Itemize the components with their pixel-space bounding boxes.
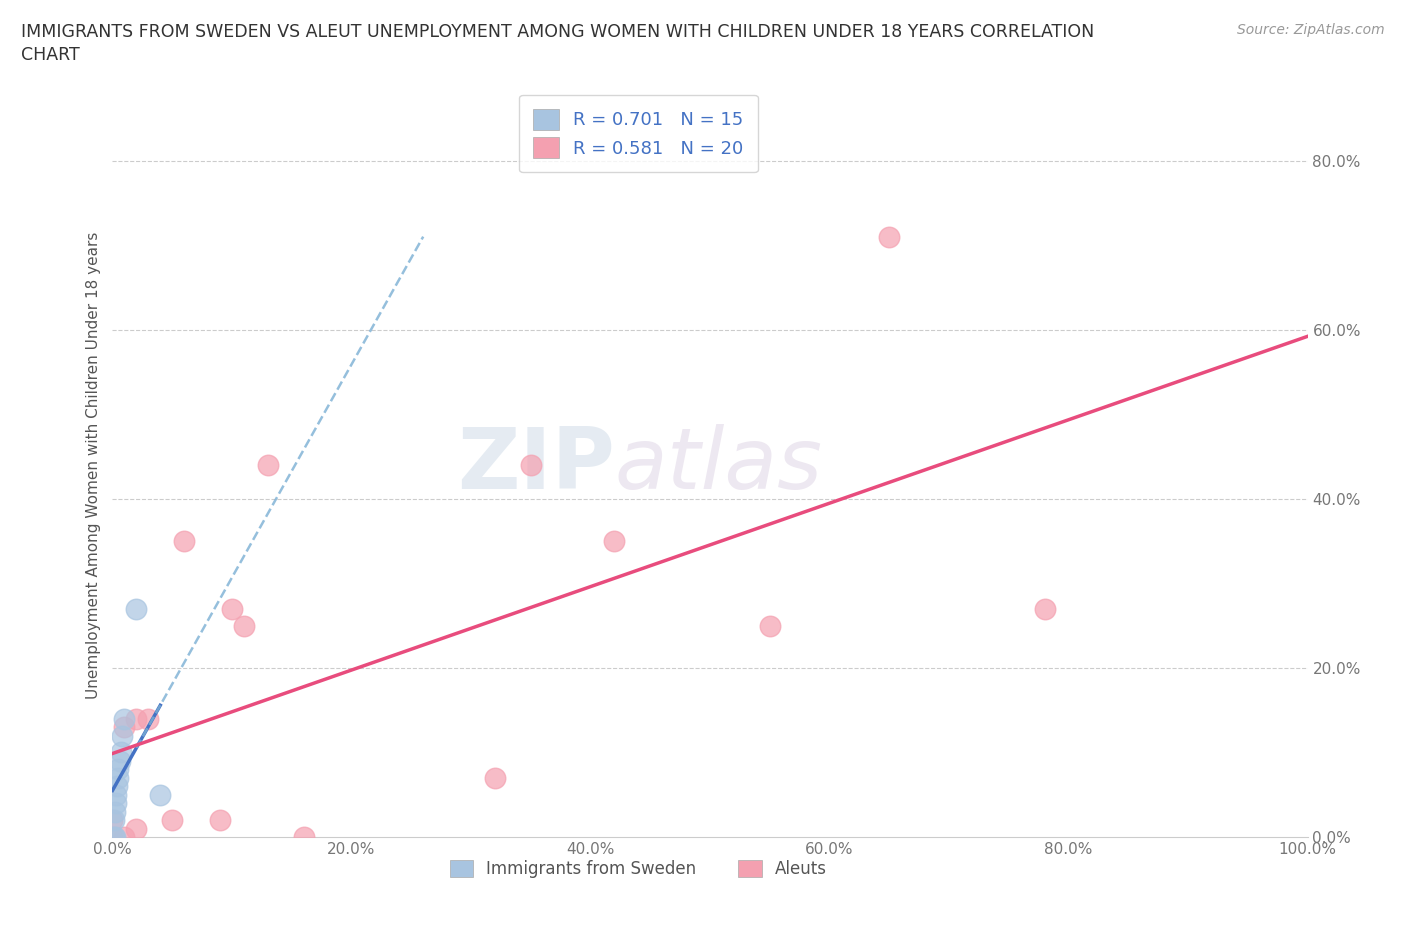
Point xyxy=(114,830,135,844)
Point xyxy=(173,534,195,549)
Point xyxy=(107,770,129,785)
Text: IMMIGRANTS FROM SWEDEN VS ALEUT UNEMPLOYMENT AMONG WOMEN WITH CHILDREN UNDER 18 : IMMIGRANTS FROM SWEDEN VS ALEUT UNEMPLOY… xyxy=(21,23,1094,41)
Text: atlas: atlas xyxy=(614,423,823,507)
Text: ZIP: ZIP xyxy=(457,423,614,507)
Point xyxy=(125,711,148,726)
Point xyxy=(484,770,506,785)
Point xyxy=(111,728,134,743)
Point xyxy=(209,813,232,828)
Legend: Immigrants from Sweden, Aleuts: Immigrants from Sweden, Aleuts xyxy=(443,853,834,884)
Point xyxy=(110,745,132,760)
Text: CHART: CHART xyxy=(21,46,80,64)
Point xyxy=(162,813,183,828)
Point xyxy=(233,618,256,633)
Point xyxy=(125,602,148,617)
Point xyxy=(114,711,135,726)
Point xyxy=(257,458,280,472)
Point xyxy=(105,788,128,803)
Point xyxy=(603,534,626,549)
Point xyxy=(107,762,129,777)
Point xyxy=(104,830,127,844)
Point xyxy=(103,830,125,844)
Point xyxy=(138,711,160,726)
Point xyxy=(101,813,124,828)
Point xyxy=(103,813,125,828)
Point xyxy=(125,821,148,836)
Point xyxy=(105,778,128,793)
Point xyxy=(292,830,315,844)
Point xyxy=(520,458,543,472)
Point xyxy=(759,618,782,633)
Point xyxy=(221,602,243,617)
Point xyxy=(879,230,901,245)
Point xyxy=(114,720,135,735)
Y-axis label: Unemployment Among Women with Children Under 18 years: Unemployment Among Women with Children U… xyxy=(86,232,101,698)
Point xyxy=(1033,602,1056,617)
Point xyxy=(149,788,172,803)
Text: Source: ZipAtlas.com: Source: ZipAtlas.com xyxy=(1237,23,1385,37)
Point xyxy=(105,796,128,811)
Point xyxy=(104,804,127,819)
Point xyxy=(108,753,131,768)
Point xyxy=(101,830,124,844)
